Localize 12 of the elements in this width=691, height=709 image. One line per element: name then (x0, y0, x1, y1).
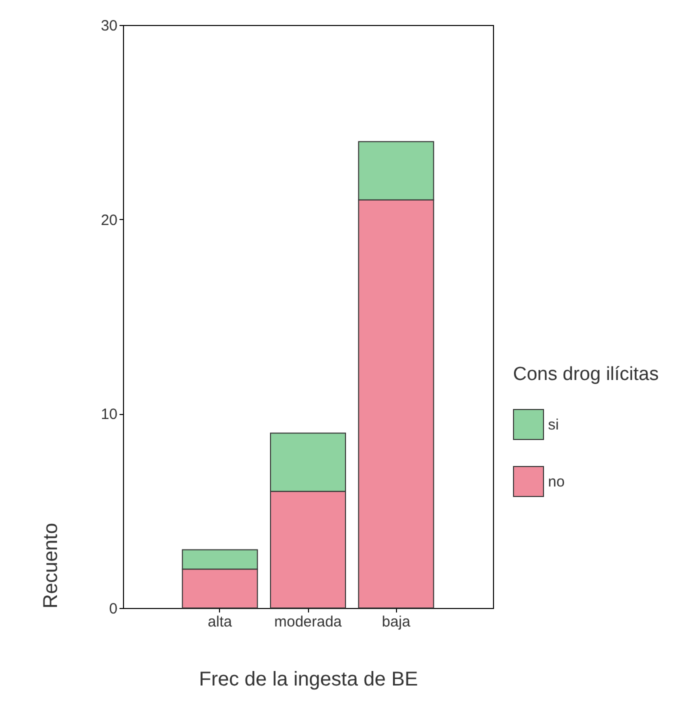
x-tick-label: baja (382, 614, 411, 630)
y-tick-label: 10 (100, 406, 118, 424)
x-axis-title: Frec de la ingesta de BE (198, 668, 418, 690)
x-tick-label: moderada (274, 614, 342, 630)
x-tick-label: alta (208, 614, 233, 630)
y-tick-label: 30 (100, 18, 118, 34)
y-axis-title: Recuento (40, 522, 62, 608)
legend-label: no (548, 474, 565, 490)
legend-title: Cons drog ilícitas (513, 364, 659, 385)
y-tick-label: 20 (100, 212, 118, 229)
legend-label: si (548, 416, 559, 434)
y-tick-label: 0 (109, 600, 118, 618)
